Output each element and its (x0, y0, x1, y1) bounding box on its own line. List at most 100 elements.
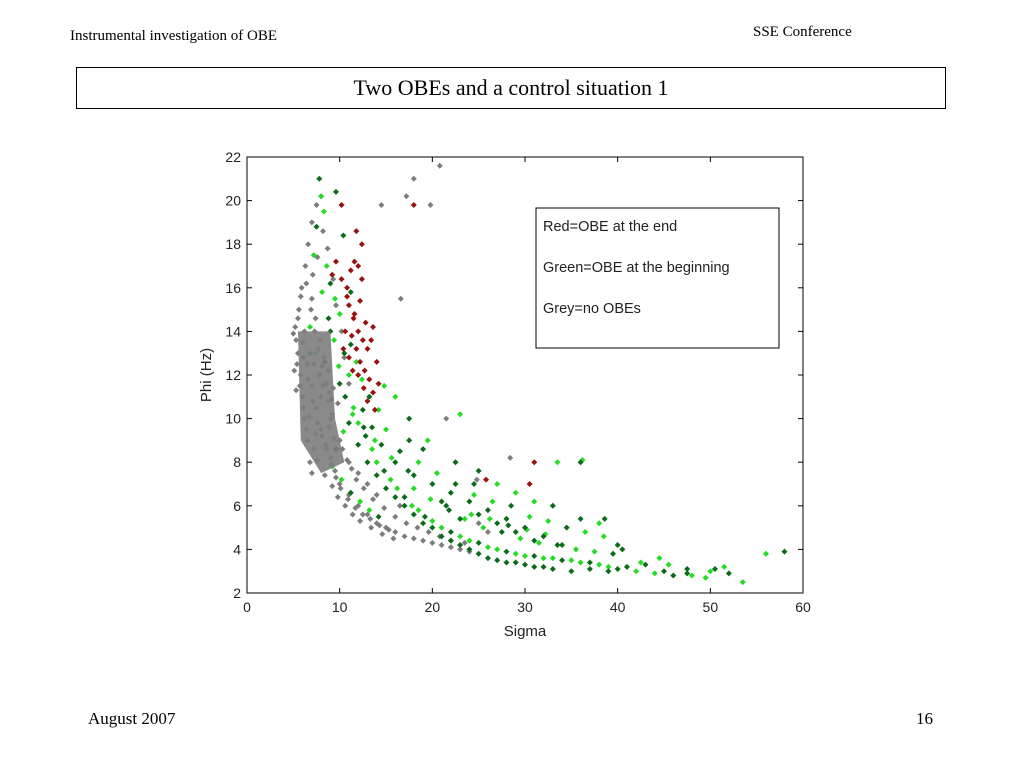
data-point-green_dark (406, 437, 413, 444)
legend-entry: Grey=no OBEs (543, 301, 641, 317)
data-point-grey (392, 528, 399, 535)
data-point-green_dark (522, 524, 528, 531)
header-left-text: Instrumental investigation of OBE (70, 28, 278, 44)
data-point-green_dark (369, 424, 376, 431)
data-point-grey (305, 241, 312, 248)
data-point-grey (341, 354, 348, 361)
y-tick-label: 14 (225, 323, 241, 339)
data-point-green (526, 513, 533, 520)
data-point-green (586, 559, 593, 566)
data-point-red (483, 476, 490, 483)
data-point-grey (429, 539, 436, 546)
data-point-green (471, 491, 478, 498)
data-point-green_dark (420, 520, 427, 527)
data-point-grey (307, 459, 314, 466)
scatter-chart: 0 10 20 30 40 50 60 2 4 6 8 10 12 14 16 18 20 22 Sigma Phi … (198, 149, 811, 640)
y-tick-label: 20 (225, 193, 241, 209)
data-point-grey (329, 483, 336, 490)
data-point-green (651, 570, 658, 577)
data-point-green_dark (410, 511, 417, 518)
data-point-grey (303, 280, 310, 287)
data-point-grey (364, 511, 371, 518)
data-point-green_dark (484, 555, 491, 562)
data-point-grey (447, 544, 454, 551)
data-point-green_dark (614, 542, 621, 549)
data-point-green (424, 437, 431, 444)
data-point-green (406, 415, 413, 422)
data-point-green (688, 572, 695, 579)
data-point-grey (290, 330, 297, 337)
data-point-green_dark (378, 441, 385, 448)
data-point-green (531, 552, 538, 559)
data-point-grey (348, 465, 355, 472)
data-point-green_dark (586, 566, 593, 573)
data-point-green (394, 485, 401, 492)
data-point-green (512, 489, 519, 496)
data-point-green_dark (540, 533, 547, 540)
data-point-red (338, 276, 345, 283)
data-point-red (351, 310, 358, 317)
data-point-green_dark (503, 559, 510, 566)
data-point-green (447, 528, 454, 535)
data-point-green (381, 467, 388, 474)
y-tick-label: 18 (225, 236, 241, 252)
data-point-green_dark (503, 515, 510, 522)
data-point-green_dark (684, 570, 691, 577)
data-point-grey (396, 502, 403, 509)
data-point-green_dark (332, 188, 339, 195)
data-point-green (338, 476, 345, 483)
data-point-red (364, 398, 371, 405)
data-point-green (572, 546, 579, 553)
data-point-grey (344, 457, 351, 464)
data-point-red (375, 380, 382, 387)
data-point-grey (461, 539, 468, 546)
data-point-grey (302, 263, 309, 269)
data-point-green (396, 448, 403, 455)
data-point-grey (352, 504, 359, 511)
data-point-green (684, 566, 691, 573)
data-point-green (320, 208, 327, 215)
data-point-grey (345, 491, 352, 498)
data-point-red (366, 376, 373, 383)
data-point-green_dark (347, 289, 354, 296)
data-point-green (568, 557, 575, 564)
data-point-grey (349, 511, 356, 518)
data-point-green (401, 494, 408, 501)
data-point-red (342, 328, 349, 335)
data-point-grey (324, 245, 331, 252)
data-point-red (410, 201, 417, 208)
data-point-red (353, 345, 360, 352)
data-point-green_dark (345, 419, 352, 426)
data-point-grey (319, 228, 326, 235)
page-number: 16 (916, 709, 933, 728)
data-point-grey (507, 454, 514, 461)
data-point-green_dark (401, 502, 408, 509)
data-point-green_dark (642, 561, 649, 568)
data-point-grey (414, 524, 421, 531)
data-point-red (348, 332, 355, 339)
data-point-green (549, 555, 556, 562)
data-point-green (375, 513, 382, 520)
data-point-green_dark (466, 546, 473, 553)
data-point-green (517, 535, 524, 542)
data-point-grey (330, 276, 337, 283)
data-point-green_dark (336, 380, 343, 387)
data-point-grey (390, 535, 397, 542)
data-point-grey (332, 302, 339, 309)
data-point-green (577, 515, 584, 522)
data-point-green (353, 358, 360, 365)
data-point-green (475, 467, 482, 474)
data-point-red (362, 319, 369, 326)
data-point-green (415, 459, 422, 466)
data-point-green_dark (373, 472, 380, 479)
data-point-green (446, 507, 453, 514)
data-point-grey (332, 474, 339, 481)
data-point-green (739, 579, 746, 586)
data-point-green_dark (471, 481, 478, 487)
data-point-green (466, 537, 473, 544)
data-point-red (370, 324, 377, 331)
data-point-green (381, 382, 388, 389)
data-point-grey (357, 518, 364, 525)
data-point-green (388, 454, 395, 461)
data-point-green (427, 496, 434, 503)
